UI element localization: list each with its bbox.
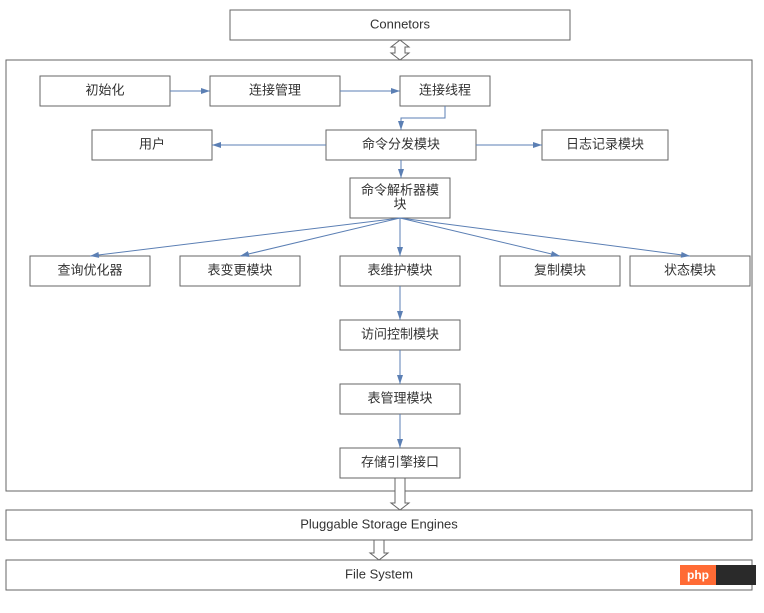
node-optimizer: 查询优化器	[30, 256, 150, 286]
node-connectors: Connetors	[230, 10, 570, 40]
watermark: php	[680, 565, 756, 585]
node-label-pluggable: Pluggable Storage Engines	[300, 516, 458, 531]
arrow	[400, 218, 690, 256]
arrow	[400, 218, 560, 256]
node-label-maintain: 表维护模块	[367, 262, 432, 277]
node-dispatch: 命令分发模块	[326, 130, 476, 160]
node-log: 日志记录模块	[542, 130, 668, 160]
node-conn_thread: 连接线程	[400, 76, 490, 106]
arrow	[90, 218, 400, 256]
node-label-user: 用户	[139, 136, 165, 151]
node-label-optimizer: 查询优化器	[57, 262, 122, 277]
node-init: 初始化	[40, 76, 170, 106]
arrow	[401, 106, 445, 130]
node-engine_if: 存储引擎接口	[340, 448, 460, 478]
node-label-engine_if: 存储引擎接口	[361, 454, 439, 469]
watermark-text: php	[687, 568, 709, 582]
node-label-replicate: 复制模块	[534, 262, 586, 277]
hollow-arrow	[391, 40, 409, 60]
node-label-connectors: Connetors	[370, 16, 430, 31]
node-status: 状态模块	[630, 256, 750, 286]
node-user: 用户	[92, 130, 212, 160]
node-label-parser: 命令解析器模	[361, 182, 439, 197]
node-label-dispatch: 命令分发模块	[362, 136, 440, 151]
node-parser: 命令解析器模块	[350, 178, 450, 218]
node-label-log: 日志记录模块	[566, 136, 644, 151]
node-conn_mgmt: 连接管理	[210, 76, 340, 106]
arrow	[240, 218, 400, 256]
node-label-access: 访问控制模块	[361, 326, 439, 341]
node-label-table_mgr: 表管理模块	[367, 390, 432, 405]
node-label-conn_mgmt: 连接管理	[249, 82, 301, 97]
node-label-status: 状态模块	[664, 262, 716, 277]
node-label-filesystem: File System	[345, 566, 413, 581]
node-label-init: 初始化	[85, 82, 124, 97]
node-label-parser: 块	[393, 196, 406, 211]
node-label-alter: 表变更模块	[207, 262, 272, 277]
node-label-conn_thread: 连接线程	[419, 82, 471, 97]
hollow-arrow	[391, 478, 409, 510]
node-maintain: 表维护模块	[340, 256, 460, 286]
node-alter: 表变更模块	[180, 256, 300, 286]
node-access: 访问控制模块	[340, 320, 460, 350]
node-replicate: 复制模块	[500, 256, 620, 286]
node-pluggable: Pluggable Storage Engines	[300, 516, 458, 531]
architecture-diagram: Connetors 初始化 连接管理 连接线程用户 命令分发模块 日志记录模块命令解析器模…	[0, 0, 764, 613]
node-filesystem: File System	[345, 566, 413, 581]
node-table_mgr: 表管理模块	[340, 384, 460, 414]
hollow-arrow	[370, 540, 388, 560]
